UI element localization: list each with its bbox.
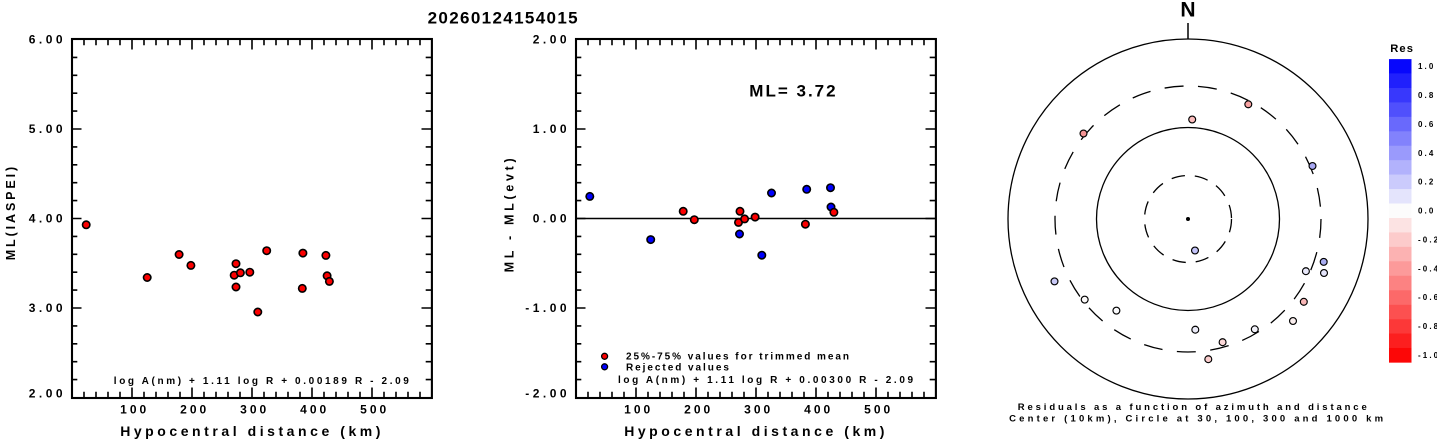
svg-text:1.0: 1.0	[1418, 62, 1435, 71]
svg-text:ML - ML(evt): ML - ML(evt)	[503, 155, 517, 273]
svg-text:Residuals as a function of azi: Residuals as a function of azimuth and d…	[1018, 402, 1370, 413]
svg-text:ML(IASPEI): ML(IASPEI)	[4, 164, 18, 260]
svg-text:0.00: 0.00	[533, 212, 570, 226]
svg-text:-0.8: -0.8	[1418, 322, 1437, 331]
svg-text:Hypocentral distance (km): Hypocentral distance (km)	[624, 423, 888, 439]
svg-text:-2.00: -2.00	[525, 386, 570, 400]
svg-text:20260124154015: 20260124154015	[428, 8, 579, 27]
svg-text:2.00: 2.00	[29, 386, 66, 400]
svg-text:4.00: 4.00	[29, 212, 66, 226]
svg-text:Hypocentral distance (km): Hypocentral distance (km)	[120, 423, 384, 439]
svg-text:300: 300	[744, 403, 773, 417]
svg-text:3.00: 3.00	[29, 301, 66, 315]
svg-text:400: 400	[300, 403, 329, 417]
svg-text:500: 500	[360, 403, 389, 417]
svg-text:-0.6: -0.6	[1418, 293, 1437, 302]
svg-text:log A(nm) + 1.11 log R + 0.001: log A(nm) + 1.11 log R + 0.00189 R - 2.0…	[114, 376, 412, 387]
svg-text:200: 200	[684, 403, 713, 417]
svg-text:N: N	[1180, 0, 1195, 22]
svg-text:-1.00: -1.00	[525, 301, 570, 315]
svg-text:0.8: 0.8	[1418, 91, 1435, 100]
svg-text:400: 400	[804, 403, 833, 417]
svg-text:500: 500	[864, 403, 893, 417]
svg-text:300: 300	[240, 403, 269, 417]
svg-text:0.0: 0.0	[1418, 207, 1435, 216]
svg-text:-0.4: -0.4	[1418, 264, 1437, 273]
svg-text:Res: Res	[1390, 43, 1414, 55]
svg-text:100: 100	[624, 403, 653, 417]
svg-text:Rejected values: Rejected values	[626, 363, 731, 374]
svg-text:1.00: 1.00	[533, 122, 570, 136]
svg-text:100: 100	[120, 403, 149, 417]
svg-text:Center (10km), Circle at 30, 1: Center (10km), Circle at 30, 100, 300 an…	[1009, 413, 1386, 424]
svg-text:0.4: 0.4	[1418, 149, 1435, 158]
svg-text:0.2: 0.2	[1418, 178, 1435, 187]
svg-text:25%-75% values for trimmed mea: 25%-75% values for trimmed mean	[626, 352, 851, 363]
svg-text:6.00: 6.00	[29, 33, 66, 47]
svg-text:-1.0: -1.0	[1418, 351, 1437, 360]
svg-text:5.00: 5.00	[29, 122, 66, 136]
svg-text:2.00: 2.00	[533, 33, 570, 47]
svg-text:-0.2: -0.2	[1418, 235, 1437, 244]
svg-text:log A(nm) + 1.11 log R + 0.003: log A(nm) + 1.11 log R + 0.00300 R - 2.0…	[618, 375, 916, 386]
svg-text:ML= 3.72: ML= 3.72	[749, 81, 837, 100]
svg-text:200: 200	[180, 403, 209, 417]
svg-text:0.6: 0.6	[1418, 120, 1435, 129]
